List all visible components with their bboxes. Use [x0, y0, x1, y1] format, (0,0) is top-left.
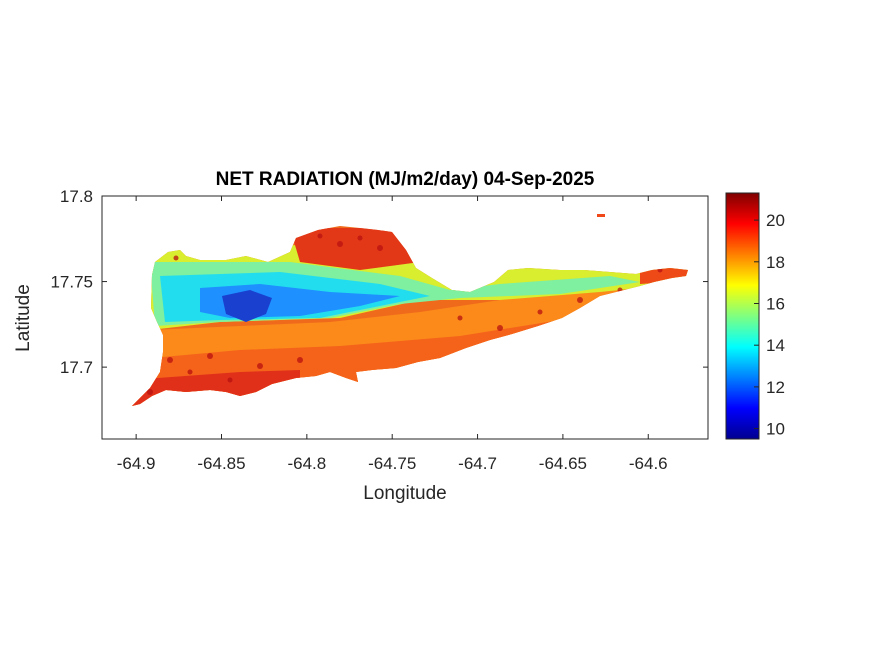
colorbar-tick-label: 20 — [766, 211, 785, 230]
islet — [597, 214, 605, 217]
colorbar — [725, 192, 760, 440]
y-axis-ticks: 17.8 17.75 17.7 — [50, 187, 708, 377]
x-axis-label: Longitude — [363, 483, 446, 504]
y-tick-label: 17.7 — [60, 358, 93, 377]
x-tick-label: -64.7 — [458, 454, 497, 473]
x-tick-label: -64.75 — [368, 454, 416, 473]
colorbar-tick-label: 14 — [766, 336, 785, 355]
chart-title: NET RADIATION (MJ/m2/day) 04-Sep-2025 — [216, 169, 595, 190]
x-tick-label: -64.6 — [629, 454, 668, 473]
x-tick-label: -64.85 — [197, 454, 245, 473]
colorbar-tick-label: 10 — [766, 420, 785, 439]
y-tick-label: 17.8 — [60, 187, 93, 206]
y-axis-label: Latitude — [13, 284, 34, 352]
x-tick-label: -64.9 — [117, 454, 156, 473]
x-axis-ticks: -64.9 -64.85 -64.8 -64.75 -64.7 -64.65 -64.6 — [117, 196, 668, 473]
colorbar-tick-label: 16 — [766, 294, 785, 313]
colorbar-tick-label: 12 — [766, 378, 785, 397]
x-tick-label: -64.65 — [539, 454, 587, 473]
x-tick-label: -64.8 — [287, 454, 326, 473]
colorbar-tick-label: 18 — [766, 253, 785, 272]
y-tick-label: 17.75 — [50, 273, 93, 292]
colorbar-ticks: 10 12 14 16 18 20 — [754, 211, 785, 439]
